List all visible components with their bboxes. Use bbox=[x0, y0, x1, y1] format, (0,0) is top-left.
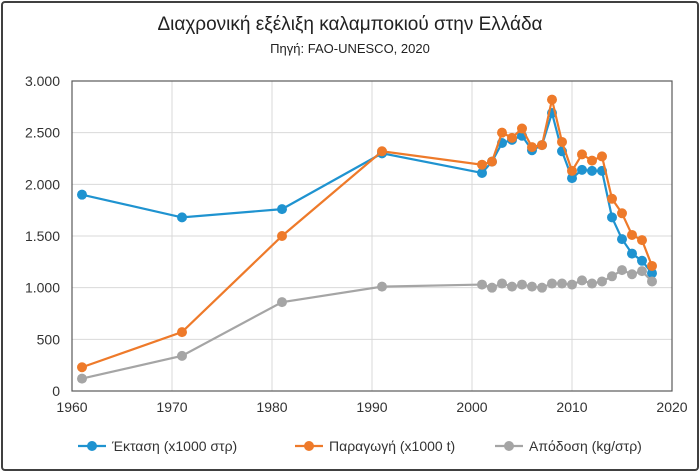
data-point-2 bbox=[567, 279, 577, 290]
data-point-1 bbox=[487, 156, 497, 167]
x-tick-label: 2000 bbox=[456, 399, 487, 415]
x-tick-label: 1980 bbox=[256, 399, 287, 415]
data-point-2 bbox=[607, 271, 617, 282]
series-line-2 bbox=[81, 268, 653, 380]
chart-subtitle: Πηγή: FAO-UNESCO, 2020 bbox=[270, 41, 430, 56]
data-point-2 bbox=[487, 282, 497, 293]
plot-area-border bbox=[71, 80, 673, 392]
data-point-2 bbox=[477, 279, 487, 290]
y-tick-label: 3.000 bbox=[25, 73, 60, 89]
data-point-1 bbox=[547, 94, 557, 105]
data-point-2 bbox=[537, 282, 547, 293]
data-point-1 bbox=[587, 155, 597, 166]
data-point-2 bbox=[547, 278, 557, 289]
data-point-0 bbox=[77, 189, 87, 200]
data-point-2 bbox=[647, 276, 657, 287]
y-tick-label: 1.500 bbox=[25, 228, 60, 244]
y-tick-label: 1.000 bbox=[25, 280, 60, 296]
data-point-2 bbox=[527, 281, 537, 292]
data-point-1 bbox=[577, 149, 587, 160]
data-point-1 bbox=[537, 140, 547, 151]
data-point-2 bbox=[507, 281, 517, 292]
data-point-1 bbox=[77, 362, 87, 373]
data-point-1 bbox=[647, 260, 657, 271]
legend-marker-0 bbox=[87, 441, 97, 451]
y-tick-label: 0 bbox=[52, 383, 60, 399]
data-point-1 bbox=[497, 127, 507, 138]
y-tick-label: 2.000 bbox=[25, 176, 60, 192]
data-point-1 bbox=[557, 136, 567, 147]
data-point-1 bbox=[597, 151, 607, 162]
y-tick-label: 500 bbox=[37, 331, 61, 347]
x-tick-label: 1990 bbox=[356, 399, 387, 415]
data-point-0 bbox=[607, 212, 617, 223]
data-point-2 bbox=[557, 278, 567, 289]
x-tick-label: 1960 bbox=[56, 399, 87, 415]
data-point-1 bbox=[377, 146, 387, 157]
series-line-1 bbox=[81, 99, 654, 369]
data-point-2 bbox=[637, 266, 647, 277]
data-point-0 bbox=[477, 167, 487, 178]
data-point-2 bbox=[277, 297, 287, 308]
data-point-2 bbox=[597, 276, 607, 287]
data-point-0 bbox=[637, 255, 647, 266]
data-point-2 bbox=[77, 373, 87, 384]
data-point-2 bbox=[377, 281, 387, 292]
data-point-2 bbox=[577, 275, 587, 286]
data-point-0 bbox=[277, 204, 287, 215]
data-point-1 bbox=[627, 229, 637, 240]
legend-label-2: Απόδοση (kg/στρ) bbox=[529, 438, 642, 454]
data-point-1 bbox=[177, 327, 187, 338]
data-point-1 bbox=[567, 165, 577, 176]
x-tick-label: 2020 bbox=[656, 399, 687, 415]
x-tick-label: 1970 bbox=[156, 399, 187, 415]
data-point-0 bbox=[567, 173, 577, 184]
data-point-2 bbox=[627, 269, 637, 280]
data-point-2 bbox=[177, 350, 187, 361]
y-tick-label: 2.500 bbox=[25, 125, 60, 141]
data-point-2 bbox=[587, 278, 597, 289]
data-point-1 bbox=[507, 132, 517, 143]
data-point-1 bbox=[517, 123, 527, 134]
data-point-1 bbox=[527, 142, 537, 153]
data-point-1 bbox=[617, 208, 627, 219]
data-point-1 bbox=[637, 235, 647, 246]
data-point-2 bbox=[617, 265, 627, 276]
data-point-1 bbox=[477, 159, 487, 170]
series-line-0 bbox=[81, 109, 653, 274]
legend-label-1: Παραγωγή (x1000 t) bbox=[329, 438, 455, 454]
data-point-0 bbox=[587, 165, 597, 176]
legend-marker-1 bbox=[304, 441, 314, 451]
data-point-2 bbox=[497, 278, 507, 289]
data-point-2 bbox=[517, 279, 527, 290]
data-point-1 bbox=[277, 231, 287, 241]
legend-label-0: Έκταση (x1000 στρ) bbox=[111, 438, 237, 454]
data-point-0 bbox=[647, 268, 657, 279]
data-point-0 bbox=[627, 248, 637, 259]
data-point-0 bbox=[617, 234, 627, 245]
chart-title: Διαχρονική εξέλιξη καλαμποκιού στην Ελλά… bbox=[157, 14, 543, 35]
legend-marker-2 bbox=[504, 441, 514, 451]
data-point-0 bbox=[177, 212, 187, 223]
data-point-0 bbox=[577, 164, 587, 175]
x-tick-label: 2010 bbox=[556, 399, 587, 415]
data-point-1 bbox=[607, 193, 617, 204]
